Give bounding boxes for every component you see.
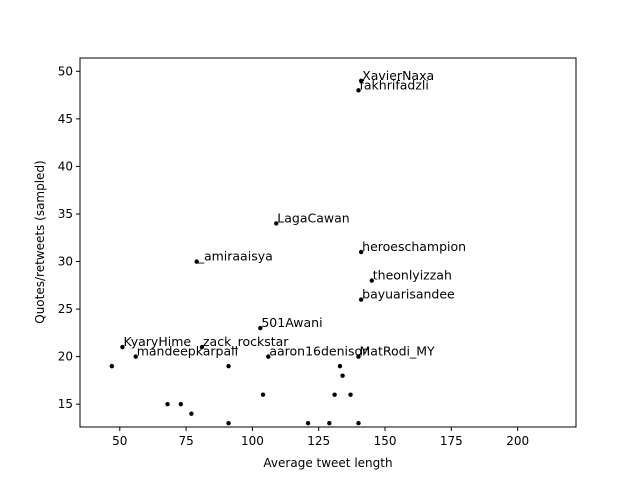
point-label: MatRodi_MY [360, 344, 436, 359]
data-point [178, 401, 183, 407]
point-label: theonlyizzah [373, 268, 452, 283]
point-label: LagaCawan [277, 210, 349, 225]
data-point [165, 401, 170, 407]
data-point [340, 373, 345, 378]
data-point [120, 344, 125, 350]
y-tick-label: 35 [58, 207, 73, 221]
point-label: _amiraaisya [197, 249, 273, 264]
data-point [226, 363, 231, 369]
data-point [356, 354, 361, 359]
data-point [199, 344, 205, 350]
y-tick-label: 25 [58, 302, 73, 316]
data-point [258, 325, 263, 331]
data-point [348, 392, 353, 397]
data-point [327, 420, 332, 426]
y-tick-label: 15 [58, 397, 73, 411]
x-tick-label: 100 [241, 434, 264, 448]
data-point [133, 354, 138, 359]
data-point [194, 259, 199, 264]
point-label: KyaryHime [123, 334, 191, 349]
data-point [109, 363, 115, 369]
plot-frame [79, 57, 577, 428]
data-point [369, 278, 374, 283]
y-axis: 15 20 25 30 35 40 45 50 [58, 64, 80, 411]
data-point [356, 88, 361, 93]
data-point [358, 249, 364, 255]
data-point [274, 221, 279, 226]
point-label: fakhrifadzli [360, 77, 429, 92]
data-point [356, 420, 361, 426]
x-tick-label: 75 [178, 434, 193, 448]
y-tick-label: 50 [58, 64, 73, 78]
x-tick-label: 175 [440, 434, 463, 448]
data-point [337, 363, 343, 369]
x-tick-label: 150 [374, 434, 397, 448]
y-tick-label: 45 [58, 112, 73, 126]
data-point [226, 420, 231, 426]
x-tick-label: 200 [506, 434, 529, 448]
data-point [358, 297, 364, 302]
data-point [189, 411, 194, 416]
x-axis-label: Average tweet length [263, 456, 392, 470]
point-label: 501Awani [261, 315, 322, 330]
y-tick-label: 40 [58, 159, 73, 173]
data-point [266, 354, 271, 359]
x-axis: 50 75 100 125 150 175 200 [112, 427, 529, 448]
point-label: zack_rockstar [203, 334, 289, 349]
data-point [260, 392, 266, 397]
data-point [305, 420, 311, 426]
y-axis-label: Quotes/retweets (sampled) [33, 160, 47, 324]
point-label: heroeschampion [362, 239, 466, 254]
data-point [332, 392, 337, 397]
point-label: bayuarisandee [362, 287, 455, 302]
x-tick-label: 50 [112, 434, 127, 448]
y-tick-label: 20 [58, 350, 73, 364]
data-point [358, 78, 364, 84]
point-label: aaron16denison [269, 344, 370, 359]
plot-area [79, 57, 577, 428]
x-tick-label: 125 [307, 434, 330, 448]
point-label: XavierNaxa [362, 68, 434, 83]
y-tick-label: 30 [58, 255, 73, 269]
point-label: mandeepkarpall [137, 344, 238, 359]
